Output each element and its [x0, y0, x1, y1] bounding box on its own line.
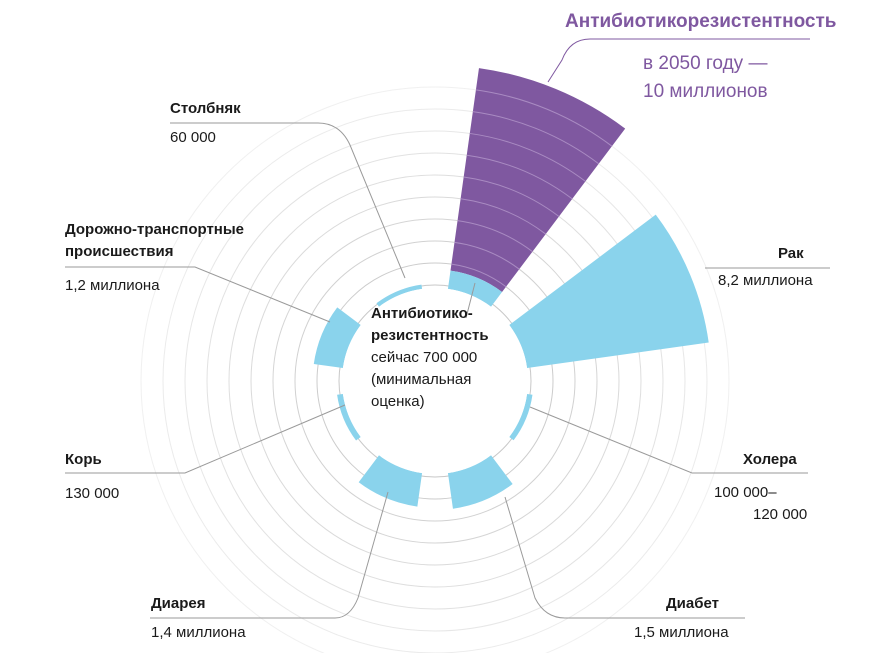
leader-tetanus [170, 122, 406, 279]
grid-ring-overlay [466, 154, 573, 200]
sectors [313, 68, 709, 509]
sector-2 [509, 393, 533, 441]
grid-rings [140, 86, 730, 653]
amr-now-title1: Антибиотико- [371, 305, 473, 322]
center-circle [342, 288, 528, 474]
amr-now-line3: оценка) [371, 393, 425, 410]
sector-6 [313, 307, 361, 369]
leader-measles [65, 404, 346, 474]
measles-value: 130 000 [65, 485, 120, 502]
diarrhea-title: Диарея [151, 595, 206, 612]
amr-now-title2: резистентность [371, 327, 489, 344]
amr-now-label: Антибиотико- резистентность сейчас 700 0… [371, 303, 489, 413]
measles-title: Корь [65, 451, 102, 468]
leader-amr-now [465, 282, 476, 319]
amr-now-line2: (минимальная [371, 371, 472, 388]
roads-title2: происшествия [65, 243, 174, 260]
grid-ring [140, 86, 730, 653]
sector-4 [358, 455, 423, 507]
grid-ring [228, 174, 642, 588]
diarrhea-value: 1,4 миллиона [151, 624, 246, 641]
amr-2050-line1: в 2050 году — [643, 53, 768, 74]
grid-ring [184, 130, 686, 632]
cancer-value: 8,2 миллиона [718, 272, 813, 289]
cholera-value2: 120 000 [753, 506, 808, 523]
amr-2050-line2: 10 миллионов [643, 81, 768, 102]
cholera-value1: 100 000– [714, 484, 777, 501]
grid-ring-overlay [460, 198, 547, 235]
leader-diarrhea [150, 491, 389, 619]
sector-1 [509, 214, 709, 369]
tetanus-value: 60 000 [170, 129, 216, 146]
cancer-title: Рак [778, 245, 804, 262]
roads-title1: Дорожно-транспортные [65, 221, 245, 238]
grid-ring-overlay [472, 111, 599, 165]
purple-grid-overlay [451, 89, 613, 288]
grid-ring-overlay [454, 241, 520, 270]
grid-ring-overlay [457, 220, 533, 253]
amr-now-line1: сейчас 700 000 [371, 349, 478, 366]
grid-ring [206, 152, 664, 610]
leader-lines [65, 122, 830, 619]
sector-2050 [450, 68, 626, 293]
grid-ring [338, 284, 532, 478]
sector-now [447, 270, 503, 307]
sector-3 [447, 455, 513, 509]
leader-amr-2050 [547, 38, 810, 83]
grid-ring [162, 108, 708, 653]
diabetes-value: 1,5 миллиона [634, 624, 729, 641]
leader-roads [65, 266, 331, 323]
diabetes-title: Диабет [666, 595, 720, 612]
amr-2050-title: Антибиотикорезистентность [565, 11, 837, 32]
grid-ring [250, 196, 620, 566]
sector-7 [376, 284, 423, 307]
leader-diabetes [504, 496, 745, 619]
grid-ring [316, 262, 554, 500]
grid-ring-overlay [469, 132, 586, 182]
grid-ring [272, 218, 598, 544]
grid-ring-overlay [475, 89, 613, 147]
grid-ring [294, 240, 576, 522]
tetanus-title: Столбняк [170, 100, 241, 117]
grid-ring-overlay [463, 176, 560, 217]
cholera-title: Холера [743, 451, 797, 468]
leader-cholera [529, 406, 808, 474]
roads-value: 1,2 миллиона [65, 277, 160, 294]
grid-ring-overlay [451, 263, 507, 288]
